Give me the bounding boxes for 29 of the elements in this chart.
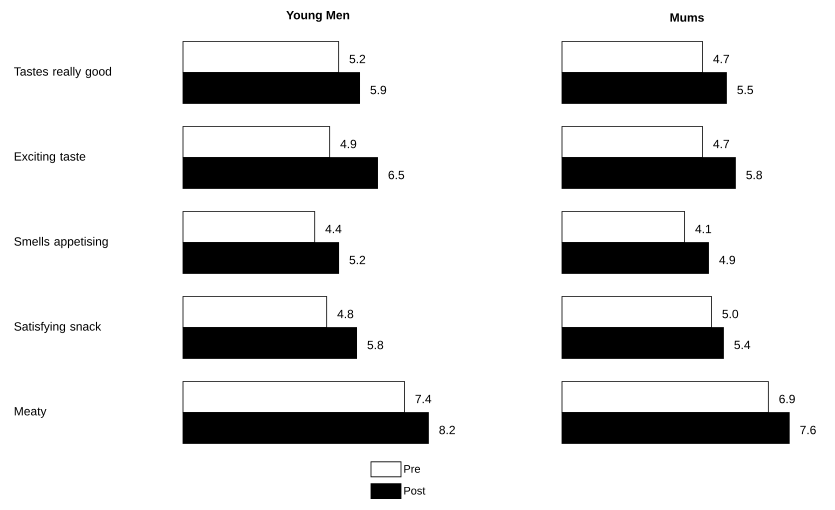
data-label: 7.4 xyxy=(416,394,432,404)
data-label: 5.2 xyxy=(350,256,366,264)
data-label: 5.8 xyxy=(368,340,384,350)
data-label: 6.9 xyxy=(779,394,795,404)
y-tick-label: Tastes really good xyxy=(14,66,112,78)
data-label: 5.5 xyxy=(737,86,754,94)
data-label: 4.9 xyxy=(719,256,736,264)
y-tick-label: Smells appetising xyxy=(14,236,108,248)
data-label: 4.7 xyxy=(713,54,730,64)
data-label: 5.8 xyxy=(746,170,762,180)
legend-label: Post xyxy=(404,486,426,495)
data-label: 7.6 xyxy=(800,426,816,434)
data-label: 5.4 xyxy=(734,340,750,350)
data-label: 6.5 xyxy=(388,170,404,180)
y-tick-label: Satisfying snack xyxy=(14,322,102,334)
legend-label: Pre xyxy=(404,465,420,473)
data-label: 5.0 xyxy=(722,310,738,318)
chart-title: Young Men xyxy=(286,11,350,22)
data-label: 4.8 xyxy=(337,310,354,318)
data-label: 4.9 xyxy=(340,140,356,148)
chart-title: Mums xyxy=(670,13,704,22)
data-label: 8.2 xyxy=(439,426,455,434)
y-tick-label: Exciting taste xyxy=(14,152,86,164)
data-label: 5.2 xyxy=(350,54,366,64)
data-label: 5.9 xyxy=(370,86,386,94)
data-label: 4.7 xyxy=(713,140,730,148)
y-tick-label: Meaty xyxy=(14,407,46,418)
data-label: 4.4 xyxy=(325,224,342,234)
data-label: 4.1 xyxy=(695,224,712,234)
